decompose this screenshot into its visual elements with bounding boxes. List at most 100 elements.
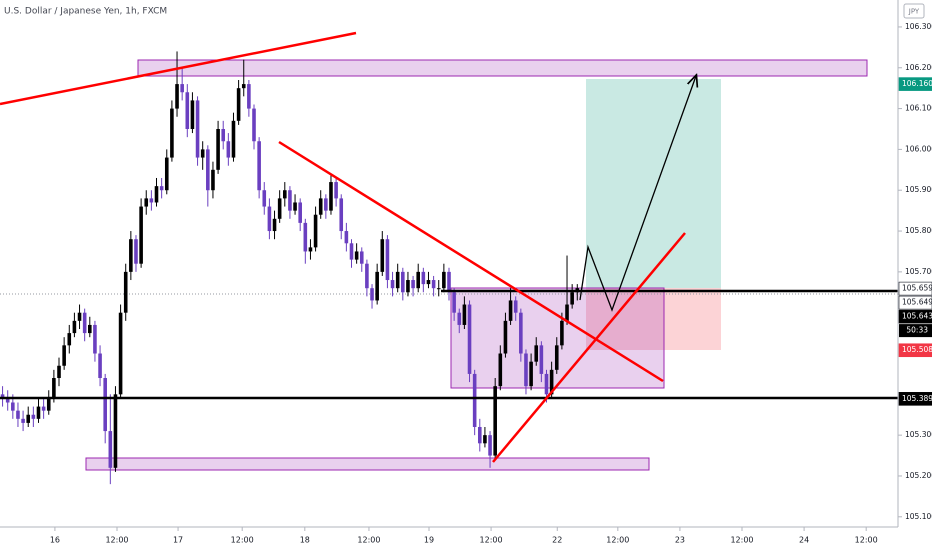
price-label-box	[898, 392, 932, 406]
candle-body	[170, 108, 174, 158]
price-label: 105.508	[902, 345, 932, 354]
candle-body	[236, 88, 241, 121]
candle-body	[103, 378, 107, 432]
x-tick-label: 18	[300, 536, 310, 545]
candle-body	[313, 214, 318, 248]
candle-body	[390, 280, 395, 289]
candle-body	[154, 186, 159, 203]
candle-body	[195, 100, 200, 158]
price-label: 105.659	[902, 284, 932, 293]
candle-body	[77, 312, 82, 321]
y-tick-label: 105.100	[905, 512, 932, 521]
candle-body	[26, 414, 31, 423]
candle-body	[570, 292, 574, 305]
candle-body	[164, 157, 169, 191]
price-label: 105.649	[902, 298, 932, 307]
candle-body	[472, 373, 477, 427]
y-tick-label: 105.800	[905, 226, 932, 235]
axes: 106.300 106.200 106.100 106.000 105.900 105.8…	[50, 22, 932, 545]
candle-body	[62, 345, 66, 366]
candle-body	[560, 320, 564, 346]
candle-body	[539, 345, 544, 374]
trend-line	[492, 232, 686, 463]
price-label: 105.643	[902, 312, 932, 321]
candle-body	[416, 271, 421, 289]
candle-body	[46, 398, 51, 411]
candle-body	[431, 280, 436, 289]
x-tick-label: 24	[799, 536, 809, 545]
candle-body	[108, 431, 113, 468]
price-label-box	[898, 295, 932, 310]
candle-body	[185, 92, 190, 129]
candle-body	[129, 239, 133, 272]
candle-body	[447, 271, 451, 293]
candle-body	[395, 271, 400, 289]
candle-body	[82, 312, 87, 334]
candle-body	[41, 406, 46, 411]
candle-body	[5, 398, 10, 403]
candle-body	[513, 300, 518, 313]
y-tick-label: 106.200	[905, 63, 932, 72]
candle-body	[190, 100, 195, 129]
price-label-box	[898, 281, 932, 296]
trend-line	[278, 140, 664, 383]
support-zone	[85, 457, 650, 471]
currency-button[interactable]	[903, 3, 925, 19]
range-zone	[450, 287, 665, 389]
candle-body	[483, 435, 487, 444]
candle-body	[175, 84, 179, 109]
candle-body	[123, 271, 128, 313]
candle-body	[452, 292, 456, 313]
candle-body	[554, 345, 559, 370]
candle-body	[36, 406, 41, 419]
candle-body	[272, 218, 277, 232]
y-tick-label: 105.900	[905, 185, 932, 194]
candle-body	[262, 190, 267, 207]
price-label-box	[898, 309, 932, 324]
candle-body	[252, 108, 256, 142]
candle-body	[406, 280, 410, 293]
candle-body	[98, 353, 102, 379]
price-label: 106.160	[902, 79, 932, 88]
candle-body	[216, 128, 220, 170]
price-label: 105.389	[902, 394, 932, 403]
candle-body	[257, 141, 261, 191]
candle-body	[503, 320, 508, 354]
chart-title: U.S. Dollar / Japanese Yen, 1h, FXCM	[4, 7, 167, 17]
candle-body	[477, 426, 482, 444]
candle-body	[277, 198, 282, 219]
candle-body	[88, 324, 92, 334]
candle-body	[488, 435, 492, 456]
trend-line	[0, 31, 357, 106]
candle-body	[524, 353, 528, 387]
candle-body	[31, 414, 36, 419]
y-tick-label: 105.200	[905, 471, 932, 480]
x-tick-label: 12:00	[730, 536, 753, 545]
candle-body	[318, 198, 323, 215]
forecast-arrow	[579, 76, 696, 312]
currency-label: JPY	[908, 8, 920, 16]
price-label-box	[898, 77, 932, 91]
candle-body	[303, 222, 308, 252]
candle-body	[293, 202, 297, 211]
resistance-zone	[137, 59, 868, 77]
y-tick-label: 105.700	[905, 267, 932, 276]
candle-body	[334, 182, 338, 199]
candle-body	[349, 243, 354, 260]
y-tick-label: 106.100	[905, 104, 932, 113]
candle-body	[149, 198, 154, 203]
candle-body	[16, 410, 20, 419]
candle-body	[180, 84, 184, 93]
x-tick-label: 19	[424, 536, 434, 545]
countdown-box	[899, 324, 932, 338]
candle-body	[308, 247, 313, 252]
x-tick-label: 23	[675, 536, 685, 545]
candle-body	[241, 84, 246, 89]
candle-body	[401, 271, 405, 293]
drawings	[0, 31, 898, 463]
candle-body	[529, 361, 533, 387]
candle-body	[467, 304, 472, 374]
candle-body	[519, 312, 523, 354]
candle-body	[493, 386, 497, 456]
